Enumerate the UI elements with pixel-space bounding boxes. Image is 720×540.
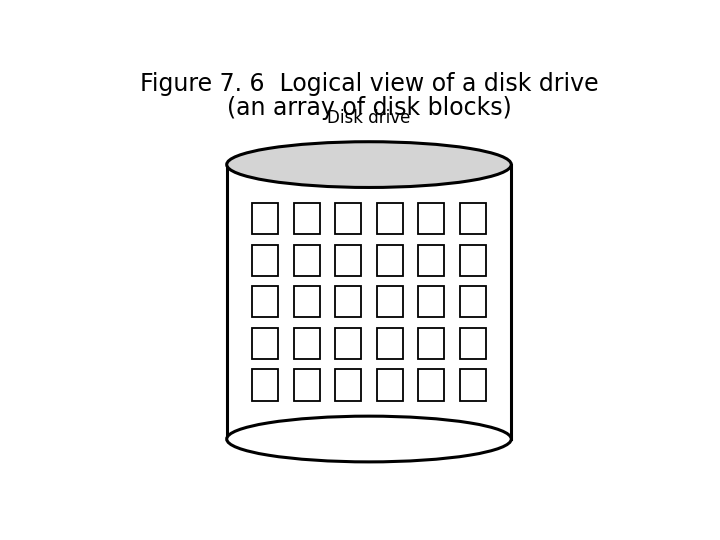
Bar <box>418 328 444 359</box>
Bar <box>377 203 402 234</box>
Bar <box>377 286 402 318</box>
Bar <box>418 369 444 401</box>
Bar <box>294 203 320 234</box>
Bar <box>253 286 278 318</box>
Bar <box>253 203 278 234</box>
Bar <box>294 286 320 318</box>
Bar <box>253 369 278 401</box>
Bar <box>294 328 320 359</box>
Text: Disk drive: Disk drive <box>328 109 410 127</box>
Bar <box>460 245 485 276</box>
Bar <box>418 245 444 276</box>
Bar <box>336 328 361 359</box>
Ellipse shape <box>227 416 511 462</box>
Ellipse shape <box>227 141 511 187</box>
Bar <box>294 245 320 276</box>
Bar <box>377 328 402 359</box>
Bar <box>336 245 361 276</box>
Bar <box>336 203 361 234</box>
Polygon shape <box>227 165 511 439</box>
Bar <box>253 245 278 276</box>
Bar <box>460 286 485 318</box>
Bar <box>460 369 485 401</box>
Text: (an array of disk blocks): (an array of disk blocks) <box>227 97 511 120</box>
Bar <box>418 203 444 234</box>
Ellipse shape <box>227 416 511 462</box>
Bar <box>460 203 485 234</box>
Text: Figure 7. 6  Logical view of a disk drive: Figure 7. 6 Logical view of a disk drive <box>140 71 598 96</box>
Bar <box>294 369 320 401</box>
Bar <box>336 369 361 401</box>
Bar <box>336 286 361 318</box>
Bar <box>460 328 485 359</box>
Bar <box>377 369 402 401</box>
Bar <box>377 245 402 276</box>
Bar <box>253 328 278 359</box>
Bar <box>418 286 444 318</box>
